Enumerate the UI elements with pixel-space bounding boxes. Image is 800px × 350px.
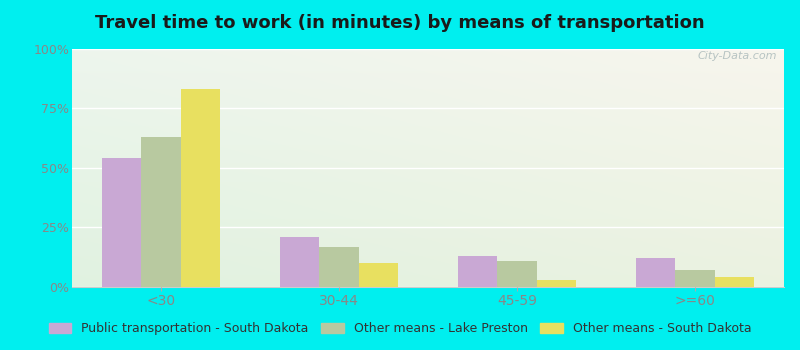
Bar [458, 256, 498, 287]
Bar [498, 261, 537, 287]
Bar [714, 278, 754, 287]
Bar [280, 237, 319, 287]
Text: Travel time to work (in minutes) by means of transportation: Travel time to work (in minutes) by mean… [95, 14, 705, 32]
Text: City-Data.com: City-Data.com [698, 51, 777, 61]
Bar [319, 246, 358, 287]
Bar [358, 263, 398, 287]
Bar [102, 159, 142, 287]
Bar [537, 280, 576, 287]
Legend: Public transportation - South Dakota, Other means - Lake Preston, Other means - : Public transportation - South Dakota, Ot… [44, 317, 756, 340]
Bar [636, 258, 675, 287]
Bar [675, 270, 714, 287]
Bar [142, 137, 181, 287]
Bar [181, 90, 220, 287]
